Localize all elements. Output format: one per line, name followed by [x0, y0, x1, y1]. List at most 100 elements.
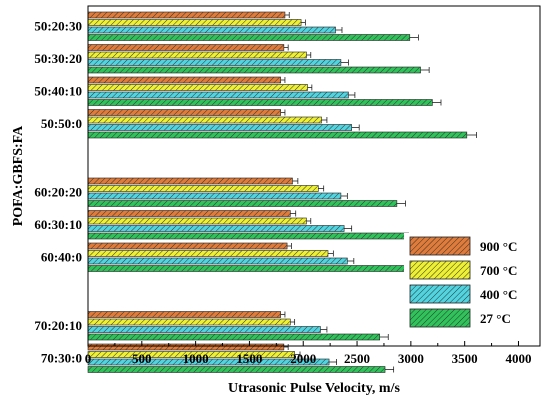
bar-60-30-10-900c: [87, 210, 291, 217]
error-bar: [329, 359, 338, 365]
legend-swatch: [409, 308, 471, 328]
error-bar: [327, 250, 334, 257]
x-tick-label: 500: [132, 351, 152, 366]
category-label: 60:30:10: [34, 217, 82, 232]
x-axis-title: Utrasonic Pulse Velocity, m/s: [228, 381, 400, 396]
axes: Utrasonic Pulse Velocity, m/s POFA:GBFS:…: [11, 5, 541, 396]
bar-70-20-10-27c: [87, 333, 380, 341]
error-bar: [283, 344, 289, 350]
bar-60-20-20-400c: [87, 192, 342, 200]
error-bar: [348, 92, 356, 98]
plot-area: 50:20:30 50:30:20 50:40:10 50:50:0 60:20:20 6…: [34, 11, 477, 373]
x-tick-label: 3500: [452, 351, 478, 366]
bar-70-20-10-400c: [87, 326, 321, 333]
bar-60-20-20-900c: [87, 177, 293, 185]
error-bar: [409, 34, 419, 41]
bar-50-20-30-27c: [87, 34, 411, 41]
error-bar: [335, 27, 343, 33]
bar-50-30-20-700c: [87, 51, 307, 59]
category-label: 50:30:20: [34, 51, 82, 66]
bar-60-40-0-900c: [87, 242, 288, 250]
error-bar: [379, 334, 389, 340]
error-bar: [347, 258, 355, 264]
bar-60-40-0-700c: [87, 250, 329, 257]
x-tick-label: 0: [85, 351, 92, 366]
error-bar: [318, 185, 325, 192]
bar-50-20-30-900c: [87, 11, 286, 19]
error-bar: [280, 109, 286, 116]
category-label: 50:50:0: [41, 116, 82, 131]
bar-50-40-10-400c: [87, 91, 349, 99]
bar-70-30-0-27c: [87, 366, 386, 373]
bar-60-30-10-700c: [87, 217, 307, 225]
bar-50-20-30-700c: [87, 19, 302, 26]
bar-60-30-10-400c: [87, 225, 345, 232]
error-bar: [283, 44, 289, 51]
category-label: 50:40:10: [34, 83, 82, 98]
bar-50-40-10-700c: [87, 84, 308, 91]
error-bar: [301, 19, 306, 26]
error-bar: [284, 12, 290, 18]
error-bar: [287, 243, 292, 249]
bar-50-30-20-400c: [87, 59, 342, 66]
bar-60-20-20-700c: [87, 185, 319, 192]
error-bar: [396, 200, 406, 207]
bar-60-40-0-400c: [87, 257, 348, 265]
x-tick-label: 4000: [505, 351, 531, 366]
x-tick-label: 1500: [236, 351, 262, 366]
error-bar: [290, 319, 296, 325]
error-bar: [385, 366, 395, 373]
legend-swatch: [409, 260, 471, 280]
bar-70-30-0-900c: [87, 343, 285, 351]
legend: 900 °C 700 °C 400 °C 27 °C: [404, 233, 534, 333]
x-tick-label: 1000: [183, 351, 209, 366]
error-bar: [420, 67, 430, 73]
error-bar: [280, 77, 286, 83]
error-bar: [294, 351, 301, 358]
category-label: 50:20:30: [34, 18, 82, 33]
error-bar: [344, 225, 353, 232]
bar-50-30-20-27c: [87, 66, 421, 74]
legend-swatch: [409, 236, 471, 256]
error-bar: [307, 84, 313, 91]
legend-label: 700 °C: [480, 263, 517, 278]
legend-label: 27 °C: [480, 311, 511, 326]
bar-50-50-0-27c: [87, 131, 468, 139]
error-bar: [306, 52, 312, 58]
error-bar: [306, 218, 312, 224]
bar-50-30-20-900c: [87, 44, 285, 51]
bar-50-40-10-27c: [87, 99, 433, 106]
error-bar: [432, 99, 442, 106]
error-bar: [321, 117, 328, 123]
y-axis-title: POFA:GBFS:FA: [11, 125, 26, 226]
category-label: 70:20:10: [34, 318, 82, 333]
category-label: 60:20:20: [34, 184, 82, 199]
bar-50-20-30-400c: [87, 26, 336, 34]
error-bar: [340, 59, 349, 66]
error-bar: [320, 326, 328, 333]
error-bar: [280, 311, 286, 318]
legend-label: 400 °C: [480, 287, 517, 302]
x-tick-label: 3000: [398, 351, 424, 366]
error-bar: [290, 210, 297, 217]
x-tick-label: 2500: [344, 351, 370, 366]
x-tick-label: 2000: [290, 351, 316, 366]
bar-50-40-10-900c: [87, 76, 281, 84]
error-bar: [466, 132, 477, 138]
category-label: 70:30:0: [41, 350, 82, 365]
bar-60-20-20-27c: [87, 200, 398, 207]
legend-swatch: [409, 284, 471, 304]
error-bar: [340, 193, 348, 199]
bar-70-20-10-900c: [87, 311, 281, 318]
bar-70-20-10-700c: [87, 318, 291, 326]
bar-70-30-0-400c: [87, 358, 330, 366]
bar-50-50-0-400c: [87, 124, 352, 131]
plot-frame: [87, 5, 541, 347]
bar-50-50-0-700c: [87, 116, 322, 124]
error-bar: [351, 124, 360, 131]
bar-50-50-0-900c: [87, 109, 281, 116]
bar-60-30-10-27c: [87, 232, 410, 240]
error-bar: [292, 178, 299, 184]
